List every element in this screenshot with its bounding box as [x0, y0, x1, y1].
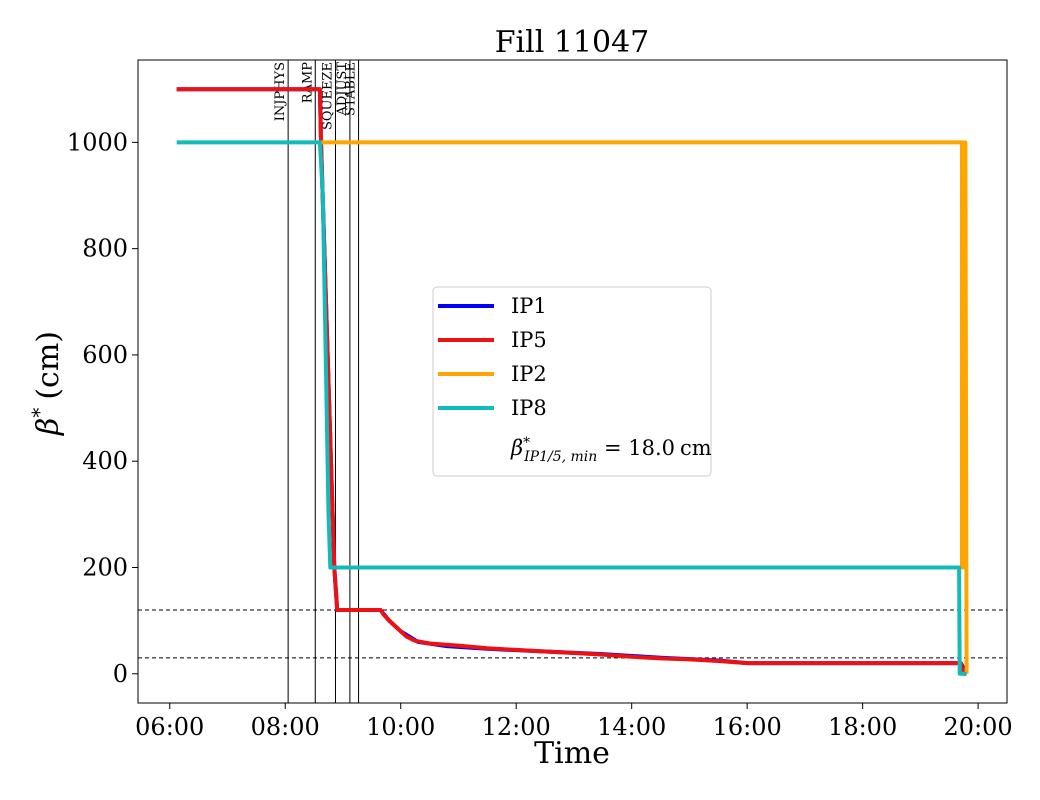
chart-title: Fill 11047 — [495, 25, 650, 60]
x-axis-ticks: 06:00 08:00 10:00 12:00 14:00 16:00 18:00 20:00 — [135, 703, 1013, 741]
y-axis-label-symbol: β — [31, 418, 66, 436]
y-axis-label-sup: * — [27, 408, 51, 418]
y-tick-label: 1000 — [67, 128, 128, 156]
legend-label-ip5: IP5 — [511, 328, 547, 352]
phase-label-ramp: RAMP — [300, 62, 315, 103]
x-tick-label: 06:00 — [135, 713, 204, 741]
legend-beta-min: β* IP1/5, min = 18.0 cm — [510, 435, 712, 465]
legend-box — [432, 286, 712, 477]
phase-label-squeeze: SQUEEZE — [320, 62, 335, 130]
y-tick-label: 0 — [113, 660, 128, 688]
series-layer — [176, 87, 969, 676]
x-tick-label: 10:00 — [366, 713, 435, 741]
x-tick-label: 12:00 — [482, 713, 551, 741]
y-tick-label: 800 — [82, 235, 128, 263]
x-tick-label: 20:00 — [944, 713, 1013, 741]
x-axis-label: Time — [534, 736, 610, 771]
y-tick-label: 200 — [82, 553, 128, 581]
y-axis-ticks: 0 200 400 600 800 1000 — [67, 128, 138, 688]
phase-label-adjust: ADJUST — [335, 62, 350, 117]
legend-label-ip8: IP8 — [511, 396, 547, 420]
legend-label-ip2: IP2 — [511, 362, 547, 386]
reference-lines — [138, 609, 1007, 659]
series-ip5-line — [176, 87, 967, 676]
x-tick-label: 16:00 — [713, 713, 782, 741]
x-tick-label: 14:00 — [597, 713, 666, 741]
phase-label-injphys: INJPHYS — [273, 62, 288, 121]
y-tick-label: 600 — [82, 341, 128, 369]
x-tick-label: 18:00 — [828, 713, 897, 741]
y-axis-label-unit: (cm) — [31, 331, 66, 400]
y-tick-label: 400 — [82, 447, 128, 475]
phase-label-stable: STABLE — [344, 62, 359, 116]
series-ip8-line — [176, 140, 967, 676]
x-tick-label: 08:00 — [251, 713, 320, 741]
y-axis-label: β* (cm) — [27, 331, 66, 436]
legend-label-ip1: IP1 — [511, 294, 547, 318]
legend: IP1 IP5 IP2 IP8 β* IP1/5, min = 18.0 cm — [432, 286, 712, 477]
series-ip2-line — [319, 140, 969, 674]
